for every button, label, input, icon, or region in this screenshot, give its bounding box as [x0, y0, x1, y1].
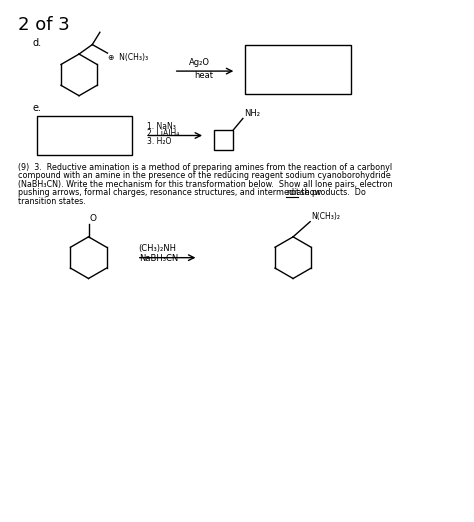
Text: NH₂: NH₂: [244, 109, 260, 117]
Bar: [245, 44, 351, 94]
Text: (9)  3.  Reductive amination is a method of preparing amines from the reaction o: (9) 3. Reductive amination is a method o…: [18, 162, 392, 172]
Text: N(CH₃)₂: N(CH₃)₂: [311, 212, 340, 221]
Text: (CH₃)₂NH: (CH₃)₂NH: [139, 244, 177, 253]
Text: 2 of 3: 2 of 3: [18, 16, 70, 34]
Text: 3. H₂O: 3. H₂O: [147, 137, 172, 146]
Text: e.: e.: [33, 103, 42, 113]
Text: Ag₂O: Ag₂O: [189, 58, 210, 67]
Text: O: O: [90, 213, 97, 222]
Text: pushing arrows, formal charges, resonance structures, and intermediate products.: pushing arrows, formal charges, resonanc…: [18, 188, 369, 197]
Text: not: not: [286, 188, 300, 197]
Text: show: show: [298, 188, 321, 197]
Text: NaBH₃CN: NaBH₃CN: [139, 254, 178, 264]
Text: compound with an amine in the presence of the reducing reagent sodium cyanoboroh: compound with an amine in the presence o…: [18, 171, 391, 180]
Bar: [37, 115, 132, 156]
Text: ⊕  N(CH₃)₃: ⊕ N(CH₃)₃: [109, 53, 148, 62]
Text: 2. LiAlH₄: 2. LiAlH₄: [147, 129, 180, 138]
Text: (NaBH₃CN). Write the mechanism for this transformation below.  Show all lone pai: (NaBH₃CN). Write the mechanism for this …: [18, 180, 393, 188]
Text: d.: d.: [33, 39, 42, 49]
Text: heat: heat: [195, 70, 214, 80]
Text: 1. NaN₃: 1. NaN₃: [147, 122, 176, 131]
Text: transition states.: transition states.: [18, 197, 86, 206]
Bar: [213, 130, 233, 150]
